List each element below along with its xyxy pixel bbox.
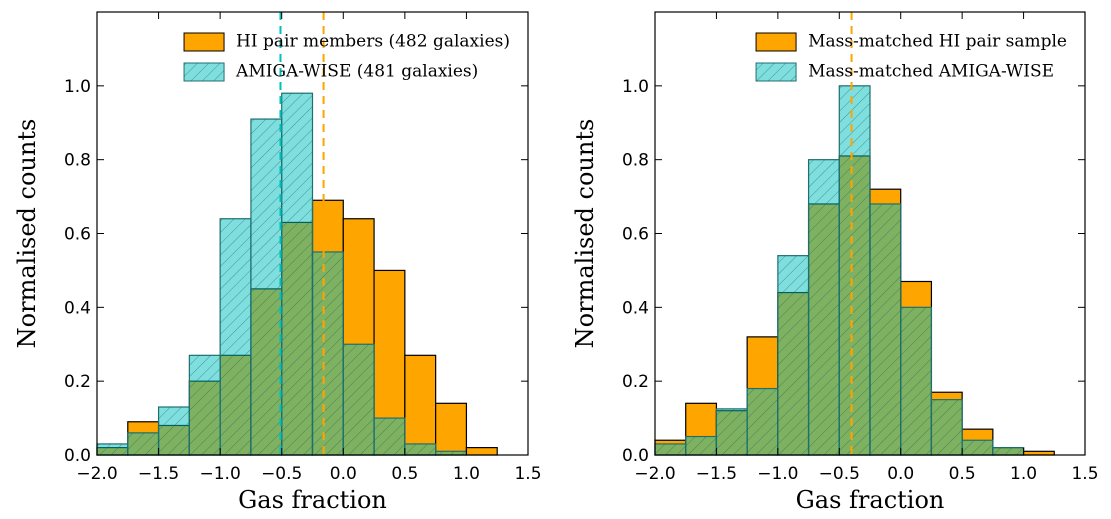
y-tick-label: 0.6 bbox=[622, 225, 649, 245]
legend-hatch bbox=[756, 63, 797, 81]
panel: −2.0 −1.5 −1.0 −0.5 0.0 0.5 1.0 1.5 0.0 0.2 0.4 0.6… bbox=[13, 11, 542, 514]
bar-hatch bbox=[655, 443, 686, 455]
x-tick-label: −0.5 bbox=[261, 464, 302, 484]
bar-hatch bbox=[870, 203, 901, 455]
bar-hatch bbox=[931, 399, 963, 455]
y-tick-label: 0.2 bbox=[64, 372, 91, 392]
bar-hatch bbox=[189, 355, 221, 455]
x-tick-label: −1.5 bbox=[138, 464, 179, 484]
bar-hatch bbox=[435, 451, 467, 455]
x-axis-label: Gas fraction bbox=[796, 486, 945, 514]
y-axis-label: Normalised counts bbox=[571, 119, 599, 349]
bar-hatch bbox=[839, 85, 870, 455]
y-tick-label: 0.8 bbox=[64, 151, 91, 171]
bar-hatch bbox=[685, 436, 717, 455]
x-tick-label: −0.5 bbox=[819, 464, 860, 484]
y-tick-label: 0.6 bbox=[64, 225, 91, 245]
y-tick-label: 0.0 bbox=[622, 446, 649, 466]
bar bbox=[404, 354, 437, 456]
bar-hatch bbox=[992, 447, 1024, 455]
bar-hatch bbox=[312, 251, 344, 455]
legend-swatch bbox=[183, 32, 225, 52]
y-tick-label: 0.0 bbox=[64, 446, 91, 466]
y-axis-label: Normalised counts bbox=[13, 119, 41, 349]
bar-hatch bbox=[716, 408, 748, 455]
bar bbox=[465, 447, 498, 456]
y-tick-label: 1.0 bbox=[622, 77, 649, 97]
x-tick-label: 1.5 bbox=[1071, 464, 1098, 484]
bar-hatch bbox=[962, 440, 993, 455]
legend-label: Mass-matched HI pair sample bbox=[808, 32, 1067, 52]
bar-hatch bbox=[158, 407, 190, 455]
bar-hatch bbox=[900, 307, 932, 455]
y-tick-label: 1.0 bbox=[64, 77, 91, 97]
bar-hatch bbox=[250, 119, 282, 455]
bar-hatch bbox=[281, 93, 313, 455]
x-tick-label: 0.5 bbox=[391, 464, 418, 484]
bar-hatch bbox=[747, 388, 778, 455]
y-tick-label: 0.4 bbox=[622, 298, 649, 318]
x-axis-label: Gas fraction bbox=[238, 486, 387, 514]
bar bbox=[435, 402, 468, 456]
y-tick-label: 0.4 bbox=[64, 298, 91, 318]
x-tick-label: −1.0 bbox=[757, 464, 798, 484]
x-tick-label: 1.5 bbox=[514, 464, 541, 484]
x-tick-label: 1.0 bbox=[453, 464, 480, 484]
x-tick-label: 1.0 bbox=[1010, 464, 1037, 484]
bar-hatch bbox=[374, 418, 405, 455]
panel: −2.0 −1.5 −1.0 −0.5 0.0 0.5 1.0 1.5 0.0 0.2 0.4 0.6… bbox=[571, 11, 1099, 514]
bar-hatch bbox=[127, 432, 159, 455]
y-tick-label: 0.8 bbox=[622, 151, 649, 171]
x-tick-label: −1.5 bbox=[696, 464, 737, 484]
legend-hatch bbox=[184, 63, 225, 81]
x-tick-label: −2.0 bbox=[76, 464, 117, 484]
x-tick-label: −1.0 bbox=[200, 464, 241, 484]
bar-hatch bbox=[777, 255, 809, 455]
legend-swatch bbox=[755, 32, 797, 52]
x-tick-label: 0.5 bbox=[949, 464, 976, 484]
x-tick-label: 0.0 bbox=[887, 464, 914, 484]
bar-hatch bbox=[97, 443, 128, 455]
bar-hatch bbox=[220, 218, 251, 455]
bar-hatch bbox=[404, 443, 436, 455]
bar-hatch bbox=[343, 344, 375, 455]
x-tick-label: −2.0 bbox=[634, 464, 675, 484]
legend-label: HI pair members (482 galaxies) bbox=[236, 32, 510, 52]
legend-label: Mass-matched AMIGA-WISE bbox=[808, 62, 1054, 82]
legend-label: AMIGA-WISE (481 galaxies) bbox=[235, 62, 478, 82]
x-tick-label: 0.0 bbox=[330, 464, 357, 484]
bar-hatch bbox=[808, 159, 840, 455]
y-tick-label: 0.2 bbox=[622, 372, 649, 392]
